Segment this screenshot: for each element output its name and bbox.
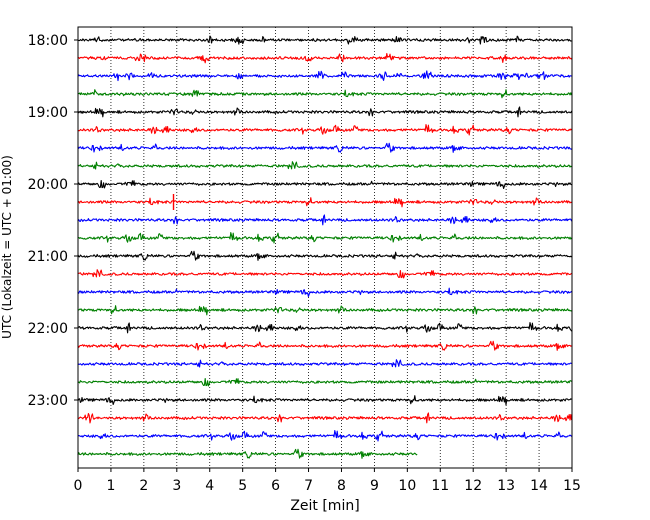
seismic-trace bbox=[77, 89, 573, 99]
seismic-trace bbox=[77, 377, 572, 387]
x-tick-label: 3 bbox=[172, 478, 181, 494]
seismic-trace bbox=[77, 214, 573, 226]
seismic-trace bbox=[77, 106, 573, 118]
x-axis-title: Zeit [min] bbox=[290, 498, 359, 514]
x-tick-label: 11 bbox=[431, 478, 449, 494]
x-tick-label: 10 bbox=[398, 478, 416, 494]
seismic-trace bbox=[77, 52, 573, 64]
x-tick-label: 14 bbox=[530, 478, 548, 494]
plot-frame bbox=[77, 26, 573, 469]
seismic-trace bbox=[77, 340, 572, 351]
seismic-trace bbox=[77, 269, 572, 279]
y-tick-label: 22:00 bbox=[28, 321, 68, 337]
y-tick-label: 19:00 bbox=[28, 105, 68, 121]
y-axis-ticks: 18:00 19:00 20:00 21:00 22:00 23:00 bbox=[28, 33, 78, 409]
x-tick-label: 5 bbox=[238, 478, 247, 494]
seismic-trace bbox=[77, 448, 418, 459]
seismic-trace bbox=[77, 142, 572, 153]
y-tick-label: 21:00 bbox=[28, 249, 68, 265]
y-tick-label: 20:00 bbox=[28, 177, 68, 193]
y-tick-label: 23:00 bbox=[28, 393, 68, 409]
seismic-trace bbox=[77, 395, 572, 406]
seismic-trace bbox=[77, 359, 572, 368]
seismic-traces bbox=[77, 35, 573, 459]
seismic-trace bbox=[77, 430, 573, 442]
x-tick-label: 12 bbox=[464, 478, 482, 494]
x-tick-label: 4 bbox=[205, 478, 214, 494]
y-axis-title: UTC (Lokalzeit = UTC + 01:00) bbox=[0, 155, 14, 339]
seismic-trace bbox=[77, 179, 572, 190]
seismic-trace bbox=[77, 287, 573, 298]
seismic-trace bbox=[77, 250, 572, 261]
seismic-trace bbox=[77, 35, 572, 45]
y-tick-label: 18:00 bbox=[28, 33, 68, 49]
seismic-trace bbox=[77, 322, 573, 334]
x-tick-label: 6 bbox=[271, 478, 280, 494]
seismic-trace bbox=[77, 70, 572, 82]
x-tick-label: 2 bbox=[139, 478, 148, 494]
seismic-trace bbox=[77, 232, 573, 244]
seismic-trace bbox=[77, 124, 573, 136]
x-tick-label: 8 bbox=[337, 478, 346, 494]
seismic-trace bbox=[77, 305, 572, 316]
x-tick-label: 0 bbox=[74, 478, 83, 494]
x-tick-label: 13 bbox=[497, 478, 515, 494]
x-tick-label: 9 bbox=[370, 478, 379, 494]
seismic-trace bbox=[77, 161, 572, 170]
seismic-trace bbox=[77, 412, 573, 424]
x-tick-label: 1 bbox=[106, 478, 115, 494]
x-tick-label: 15 bbox=[563, 478, 581, 494]
x-tick-label: 7 bbox=[304, 478, 313, 494]
x-axis-ticks: 0 1 2 3 4 5 6 7 8 9 10 11 12 13 14 15 bbox=[74, 468, 581, 494]
seismic-trace bbox=[77, 197, 572, 208]
